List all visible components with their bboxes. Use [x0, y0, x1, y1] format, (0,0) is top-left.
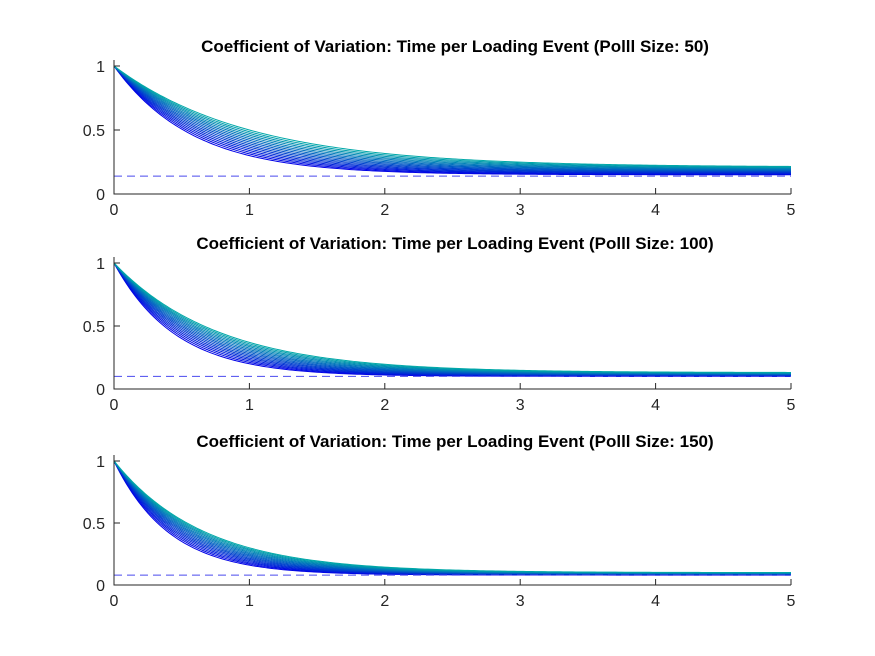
subplot-2-y-tick-labels: 0 0.5 1: [83, 256, 105, 399]
subplot-3-title: Coefficient of Variation: Time per Loadi…: [196, 432, 713, 451]
series-line: [113, 262, 791, 373]
series-line: [113, 65, 791, 174]
subplot-2-x-tick-label: 1: [245, 397, 254, 414]
subplot-2-x-tick-label: 4: [651, 397, 660, 414]
subplot-1-x-tick-label: 0: [110, 202, 119, 219]
subplot-1-x-tick-label: 1: [245, 202, 254, 219]
subplot-3-y-tick-labels: 0 0.5 1: [83, 454, 105, 595]
series-line: [113, 65, 792, 168]
subplot-3-x-tick-label: 2: [380, 593, 389, 610]
subplot-3-x-tick-label: 5: [787, 593, 796, 610]
subplot-1-axes: [113, 60, 792, 195]
series-line: [113, 65, 792, 169]
subplot-1-x-tick-labels: 0 1 2 3 4 5: [110, 202, 796, 219]
series-line: [113, 65, 791, 175]
subplot-1-curves: [113, 65, 792, 176]
subplot-2-x-tick-label: 2: [380, 397, 389, 414]
series-line: [113, 65, 792, 171]
subplot-1-x-tick-label: 3: [516, 202, 525, 219]
subplot-3-x-tick-label: 0: [110, 593, 119, 610]
series-line: [113, 65, 792, 169]
subplot-3-axes: [113, 455, 792, 586]
subplot-3: Coefficient of Variation: Time per Loadi…: [83, 432, 796, 610]
subplot-3-x-tick-label: 3: [516, 593, 525, 610]
subplot-1-x-tick-label: 4: [651, 202, 660, 219]
subplot-2-y-tick-label: 0: [96, 382, 105, 399]
series-line: [113, 65, 791, 176]
subplot-2-x-tick-label: 0: [110, 397, 119, 414]
subplot-2-x-tick-label: 3: [516, 397, 525, 414]
series-line: [113, 460, 791, 574]
series-line: [113, 65, 791, 175]
subplot-1-x-tick-label: 2: [380, 202, 389, 219]
subplot-3-x-tick-label: 4: [651, 593, 660, 610]
series-line: [113, 65, 791, 174]
subplot-3-curves: [113, 460, 792, 576]
series-line: [113, 65, 792, 170]
subplot-1-x-tick-label: 5: [787, 202, 796, 219]
subplot-3-y-tick-label: 0: [96, 578, 105, 595]
subplot-2-x-tick-label: 5: [787, 397, 796, 414]
series-line: [113, 65, 792, 173]
subplot-2-axes: [113, 257, 792, 390]
subplot-1-y-tick-label: 1: [96, 59, 105, 76]
subplot-2-y-tick-label: 0.5: [83, 319, 105, 336]
series-line: [113, 65, 791, 173]
subplot-2-title: Coefficient of Variation: Time per Loadi…: [196, 234, 713, 253]
subplot-3-y-tick-label: 1: [96, 454, 105, 471]
series-line: [113, 65, 792, 167]
series-line: [113, 65, 792, 172]
subplot-2-curves: [113, 262, 792, 377]
subplot-3-x-tick-labels: 0 1 2 3 4 5: [110, 593, 796, 610]
subplot-1-title: Coefficient of Variation: Time per Loadi…: [201, 37, 709, 56]
subplot-1-y-tick-label: 0.5: [83, 123, 105, 140]
subplot-2: Coefficient of Variation: Time per Loadi…: [83, 234, 796, 414]
subplot-2-y-tick-label: 1: [96, 256, 105, 273]
series-line: [113, 65, 791, 172]
subplot-1-y-tick-label: 0: [96, 187, 105, 204]
series-line: [113, 65, 792, 170]
subplot-1-y-tick-labels: 0 0.5 1: [83, 59, 105, 204]
subplot-3-y-tick-label: 0.5: [83, 516, 105, 533]
subplot-2-x-tick-labels: 0 1 2 3 4 5: [110, 397, 796, 414]
subplot-3-x-tick-label: 1: [245, 593, 254, 610]
subplot-1: Coefficient of Variation: Time per Loadi…: [83, 37, 796, 219]
